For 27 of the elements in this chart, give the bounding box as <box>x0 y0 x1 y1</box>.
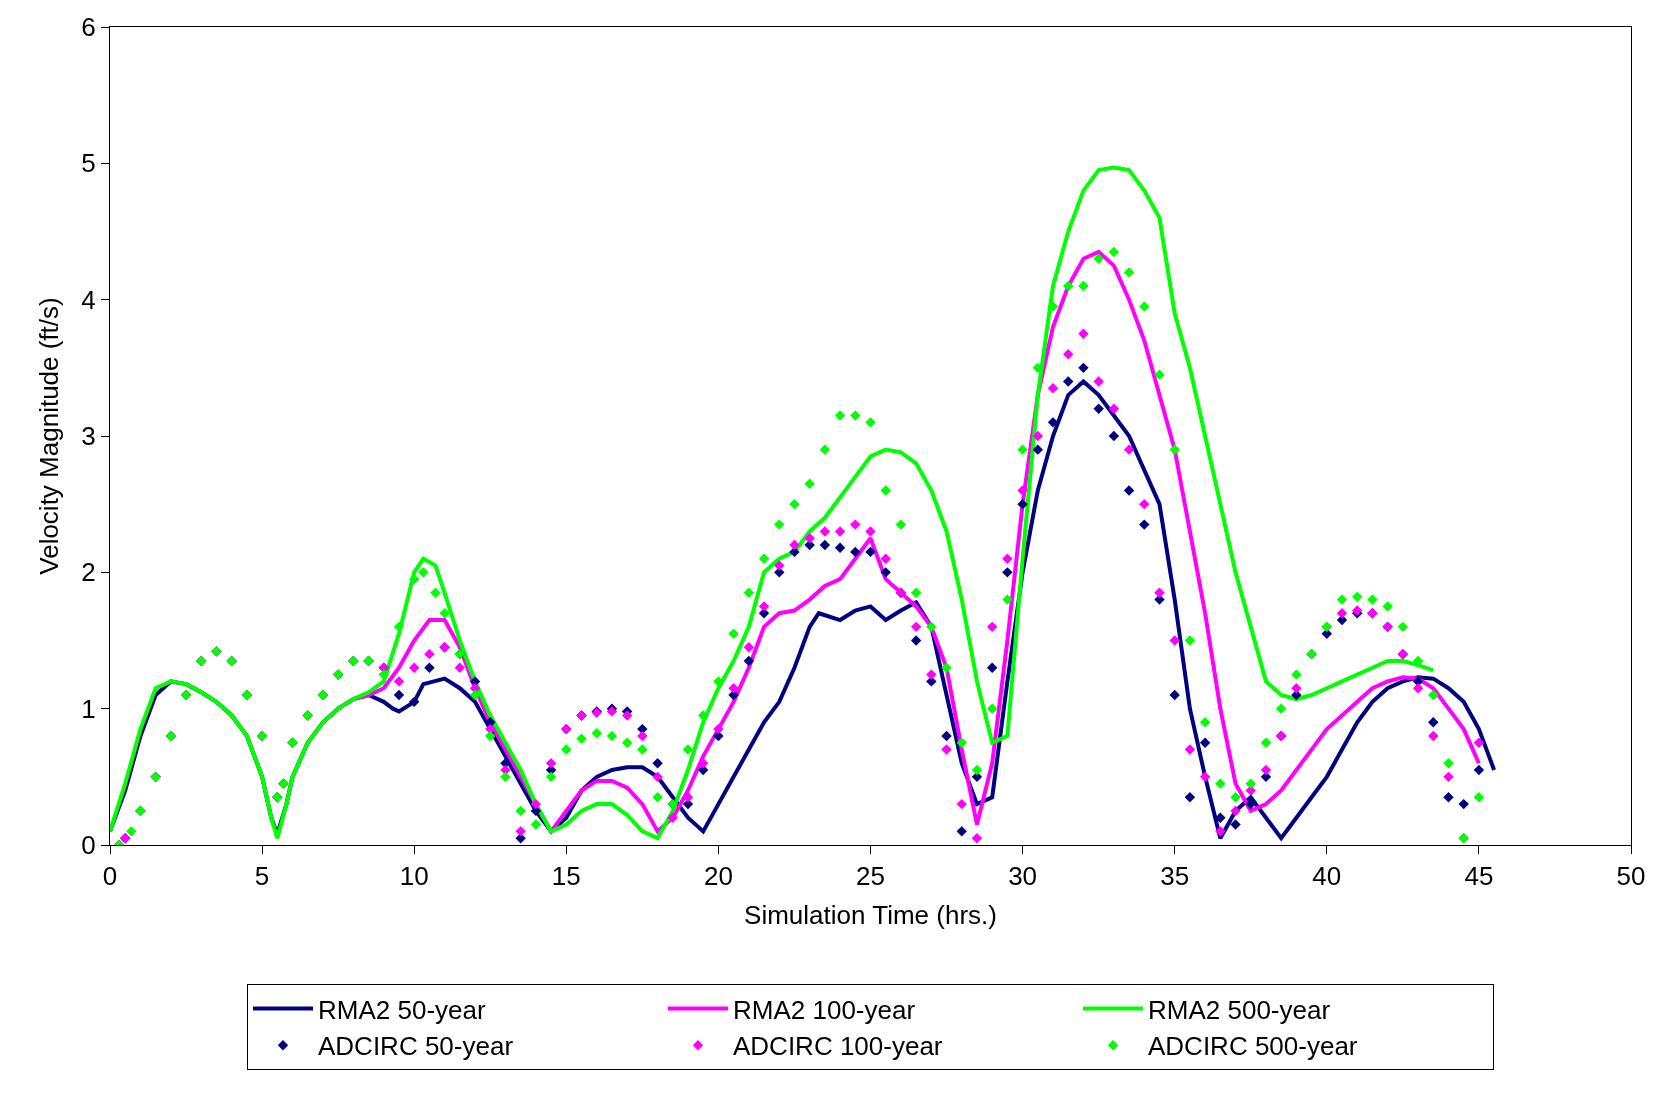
x-tick-label: 10 <box>399 861 429 892</box>
x-tick-label: 50 <box>1616 861 1646 892</box>
y-tick-label: 1 <box>81 693 96 724</box>
y-tick-label: 3 <box>81 421 96 452</box>
x-axis-title: Simulation Time (hrs.) <box>744 899 997 930</box>
x-tick-label: 20 <box>703 861 733 892</box>
y-tick-label: 4 <box>81 284 96 315</box>
legend-label: ADCIRC 50-year <box>318 1031 514 1062</box>
x-tick-label: 35 <box>1160 861 1190 892</box>
x-tick-label: 40 <box>1312 861 1342 892</box>
x-tick-label: 25 <box>856 861 885 892</box>
legend-label: RMA2 100-year <box>733 994 916 1025</box>
x-tick-label: 45 <box>1464 861 1494 892</box>
y-tick-label: 2 <box>81 557 96 588</box>
x-tick-label: 5 <box>254 861 270 892</box>
y-tick-label: 0 <box>81 830 96 861</box>
legend-label: RMA2 50-year <box>318 994 486 1025</box>
legend-label: RMA2 500-year <box>1148 994 1331 1025</box>
y-axis-title: Velocity Magnitude (ft/s) <box>33 297 64 575</box>
x-tick-label: 15 <box>551 861 581 892</box>
legend-label: ADCIRC 100-year <box>733 1031 943 1062</box>
y-tick-label: 5 <box>81 148 96 179</box>
legend-label: ADCIRC 500-year <box>1148 1031 1358 1062</box>
x-tick-label: 30 <box>1008 861 1038 892</box>
y-tick-label: 6 <box>81 12 96 43</box>
line-series <box>110 165 1436 841</box>
x-tick-label: 0 <box>102 861 118 892</box>
